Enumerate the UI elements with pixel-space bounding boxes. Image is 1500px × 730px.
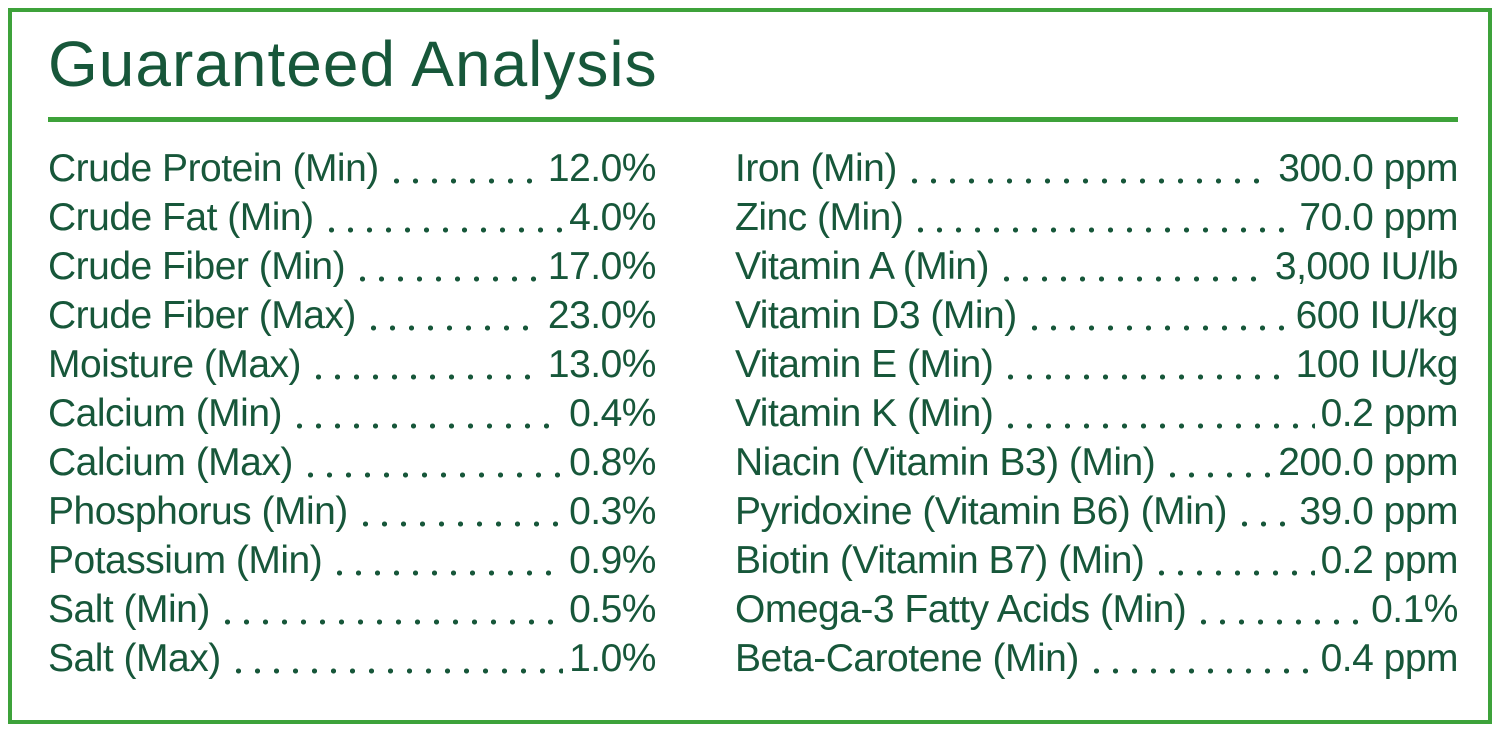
dot-leader [1024,290,1290,340]
nutrient-label: Vitamin D3 (Min) [735,293,1017,337]
nutrient-label: Vitamin K (Min) [735,391,994,435]
nutrient-value: 17.0% [547,244,657,288]
nutrient-label: Crude Protein (Min) [48,146,379,190]
dot-leader [309,339,542,389]
nutrient-label: Moisture (Max) [48,342,302,386]
nutrient-row: Pyridoxine (Vitamin B6) (Min) 39.0 ppm [735,486,1458,536]
nutrient-row: Potassium (Min) 0.9% [48,535,656,585]
dot-leader [997,241,1269,291]
left-column: Crude Protein (Min) 12.0% Crude Fat (Min… [48,143,657,683]
dot-leader [1163,437,1273,487]
nutrient-label: Crude Fat (Min) [48,195,314,239]
nutrient-label: Phosphorus (Min) [48,489,348,533]
nutrient-label: Crude Fiber (Max) [48,293,356,337]
nutrient-row: Beta-Carotene (Min) 0.4 ppm [735,633,1459,683]
nutrient-row: Vitamin K (Min) 0.2 ppm [735,388,1459,438]
dot-leader [386,143,542,193]
nutrient-label: Calcium (Max) [48,440,293,484]
nutrient-label: Pyridoxine (Vitamin B6) (Min) [735,489,1227,533]
nutrient-value: 13.0% [547,342,657,386]
nutrient-row: Niacin (Vitamin B3) (Min) 200.0 ppm [735,437,1458,487]
nutrient-label: Vitamin E (Min) [735,342,994,386]
nutrient-value: 0.4% [569,391,656,435]
nutrient-row: Salt (Max) 1.0% [48,633,656,683]
dot-leader [217,584,564,634]
nutrient-label: Salt (Max) [48,636,221,680]
nutrient-label: Crude Fiber (Min) [48,244,346,288]
nutrient-value: 0.5% [569,587,656,631]
right-column: Iron (Min) 300.0 ppm Zinc (Min) 70.0 ppm… [735,143,1459,683]
nutrient-label: Vitamin A (Min) [735,244,990,288]
nutrient-value: 4.0% [569,195,656,239]
nutrient-row: Salt (Min) 0.5% [48,584,656,634]
nutrient-value: 300.0 ppm [1278,146,1458,190]
dot-leader [1234,486,1294,536]
nutrient-row: Vitamin A (Min) 3,000 IU/lb [735,241,1459,291]
dot-leader [911,192,1294,242]
nutrient-value: 0.9% [569,538,656,582]
dot-leader [300,437,564,487]
nutrient-label: Salt (Min) [48,587,210,631]
dot-leader [228,633,564,683]
nutrient-value: 0.2 ppm [1320,391,1459,435]
nutrient-value: 39.0 ppm [1299,489,1458,533]
nutrient-label: Biotin (Vitamin B7) (Min) [735,538,1145,582]
nutrient-row: Crude Fiber (Min) 17.0% [48,241,657,291]
nutrient-row: Calcium (Min) 0.4% [48,388,656,438]
nutrient-value: 70.0 ppm [1299,195,1458,239]
nutrient-value: 0.4 ppm [1320,636,1459,680]
title-divider [48,116,1458,122]
page-title: Guaranteed Analysis [48,28,658,100]
dot-leader [1001,388,1315,438]
dot-leader [1152,535,1315,585]
dot-leader [353,241,542,291]
dot-leader [321,192,564,242]
nutrient-row: Moisture (Max) 13.0% [48,339,657,389]
nutrient-value: 12.0% [547,146,657,190]
nutrient-label: Niacin (Vitamin B3) (Min) [735,440,1156,484]
dot-leader [330,535,564,585]
nutrient-value: 600 IU/kg [1295,293,1459,337]
dot-leader [363,290,542,340]
nutrient-label: Iron (Min) [735,146,897,190]
nutrient-value: 200.0 ppm [1278,440,1458,484]
nutrient-row: Iron (Min) 300.0 ppm [735,143,1458,193]
nutrient-value: 0.2 ppm [1320,538,1459,582]
label-frame: Guaranteed Analysis Crude Protein (Min) … [8,8,1492,724]
dot-leader [355,486,564,536]
nutrient-value: 100 IU/kg [1295,342,1459,386]
nutrient-row: Biotin (Vitamin B7) (Min) 0.2 ppm [735,535,1459,585]
nutrient-value: 23.0% [547,293,657,337]
nutrient-row: Crude Protein (Min) 12.0% [48,143,657,193]
nutrient-value: 0.3% [569,489,656,533]
dot-leader [904,143,1273,193]
nutrient-value: 0.1% [1371,587,1458,631]
nutrient-row: Crude Fiber (Max) 23.0% [48,290,657,340]
nutrient-label: Potassium (Min) [48,538,323,582]
nutrient-row: Zinc (Min) 70.0 ppm [735,192,1458,242]
nutrient-label: Beta-Carotene (Min) [735,636,1079,680]
nutrient-value: 3,000 IU/lb [1274,244,1459,288]
nutrient-label: Zinc (Min) [735,195,904,239]
nutrient-label: Calcium (Min) [48,391,283,435]
analysis-table: Crude Protein (Min) 12.0% Crude Fat (Min… [48,143,1459,683]
nutrient-row: Omega-3 Fatty Acids (Min) 0.1% [735,584,1458,634]
dot-leader [1086,633,1315,683]
nutrient-row: Crude Fat (Min) 4.0% [48,192,656,242]
nutrient-row: Vitamin E (Min) 100 IU/kg [735,339,1459,389]
nutrient-row: Vitamin D3 (Min) 600 IU/kg [735,290,1459,340]
dot-leader [1194,584,1366,634]
nutrient-row: Calcium (Max) 0.8% [48,437,656,487]
dot-leader [1001,339,1290,389]
nutrient-row: Phosphorus (Min) 0.3% [48,486,656,536]
dot-leader [290,388,564,438]
nutrient-value: 0.8% [569,440,656,484]
nutrient-value: 1.0% [569,636,656,680]
nutrient-label: Omega-3 Fatty Acids (Min) [735,587,1187,631]
